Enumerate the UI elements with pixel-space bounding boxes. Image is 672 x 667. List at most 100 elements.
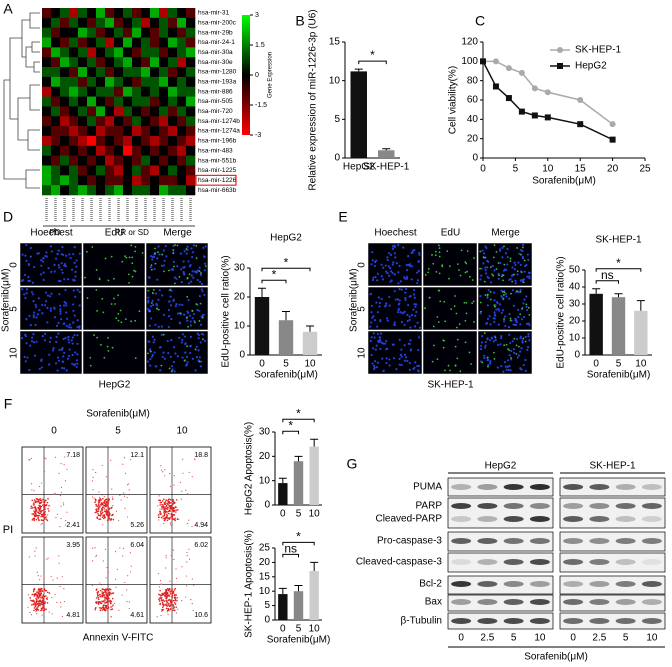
event-dot [185,575,187,577]
event-dot [166,601,169,604]
edu-spot [484,256,487,259]
event-dot [107,603,109,605]
nucleus [517,261,520,264]
heatmap-cell [123,47,133,58]
marker [531,112,538,119]
event-dot [170,554,172,557]
heatmap-cell [69,116,79,127]
heatmap-cell [114,37,124,48]
nucleus [202,333,205,336]
error-bar [278,587,287,595]
event-dot [173,558,175,561]
significance-bracket [595,268,642,272]
event-dot [40,499,43,502]
nucleus [23,293,26,296]
nucleus [505,295,508,298]
quadrant-value: 12.1 [130,452,144,459]
event-dot [64,456,66,458]
edu-spot [516,290,519,292]
nucleus [148,324,151,327]
nucleus [398,357,401,360]
protein-label: PUMA [413,482,442,493]
lane-label: 5 [511,633,517,644]
quadrant-value: 3.95 [66,542,80,549]
nucleus [413,303,416,306]
blot-band [503,484,524,490]
event-dot [111,496,113,498]
y-tick-label: 10 [569,333,581,344]
blot-band [563,618,584,624]
nucleus [512,304,516,307]
event-dot [98,518,100,520]
event-dot [91,480,93,482]
heatmap-cell [60,76,70,88]
nucleus [169,295,172,298]
bar [254,297,270,355]
event-dot [165,507,168,510]
nucleus [483,354,486,357]
nucleus [67,325,70,329]
edu-spot [134,319,137,322]
event-dot [168,509,171,511]
event-dot [102,501,105,504]
heatmap-cell [123,96,133,107]
heatmap-cell [177,106,187,117]
event-dot [173,484,175,486]
nucleus [24,254,27,257]
heatmap-cell [42,86,52,97]
heatmap-cell [114,76,124,88]
heatmap-cell [132,106,142,117]
edu-spot [483,332,486,335]
panel-label: E [338,209,347,225]
heatmap-cell [105,185,115,196]
edu-spot [154,262,157,265]
lane-label: 5 [623,633,629,644]
blot-frame [559,575,666,595]
edu-spot [473,257,475,259]
heatmap-cell [186,145,196,156]
nucleus [178,303,181,306]
nucleus [416,271,419,274]
nucleus [24,360,27,363]
event-dot [167,607,170,610]
edu-spot [110,255,113,258]
event-dot [158,597,161,599]
edu-spot [95,269,98,271]
x-tick-label: SK-HEP-1 [363,162,410,173]
heatmap-cell [96,8,106,19]
heatmap-cell [177,126,187,137]
nucleus [76,353,79,356]
panel-label: G [347,456,358,472]
event-dot [173,609,176,612]
nucleus [162,351,165,354]
nucleus [55,324,59,327]
nucleus [513,351,516,354]
heatmap-cell [123,185,133,196]
heatmap-cell [168,37,178,48]
nucleus [66,357,70,360]
event-dot [39,591,41,593]
nucleus [493,313,497,316]
nucleus [202,313,205,317]
heatmap-cell [87,8,97,19]
heatmap-cell [87,175,97,186]
heatmap-cell [87,67,97,78]
event-dot [99,498,102,500]
event-dot [158,519,160,521]
nucleus [369,340,372,343]
dose-label: 0 [9,262,20,268]
event-dot [43,608,46,611]
heatmap-cell [186,27,196,38]
event-dot [105,502,107,504]
event-dot [105,476,108,478]
nucleus [46,294,50,297]
nucleus [400,348,403,351]
nucleus [522,363,525,367]
nucleus [197,349,200,352]
nucleus [153,351,156,354]
flow-plot [85,446,148,534]
edu-spot [503,245,505,248]
event-dot [161,592,163,595]
nucleus [391,263,394,266]
edu-spot [487,365,489,368]
